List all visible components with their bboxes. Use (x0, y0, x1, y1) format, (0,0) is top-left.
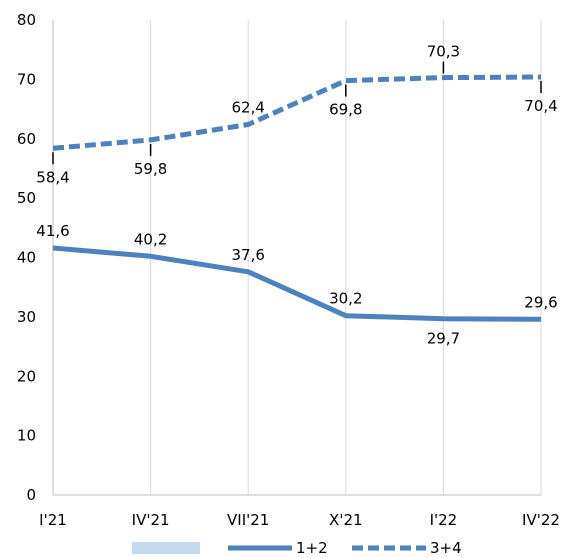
series-lines (52, 74, 542, 322)
data-label: 40,2 (134, 230, 167, 248)
grid-lines (150, 20, 542, 495)
y-tick-label: 0 (26, 486, 36, 504)
y-tick-label: 30 (17, 308, 36, 326)
series-line-1 (52, 245, 542, 322)
x-tick-label: X'21 (329, 511, 363, 529)
legend: 1+2 3+4 (132, 539, 462, 557)
data-label: 59,8 (134, 160, 167, 178)
y-tick-label: 70 (17, 70, 36, 88)
x-tick-label: IV'21 (132, 511, 170, 529)
data-label: 37,6 (231, 246, 264, 264)
legend-label-1: 1+2 (296, 539, 328, 557)
data-label: 29,6 (524, 293, 557, 311)
data-label: 29,7 (427, 330, 460, 348)
data-labels: 41,6 40,2 37,6 30,2 29,7 29,6 58,4 59,8 62,4 69,8… (36, 43, 557, 348)
y-tick-label: 60 (17, 130, 36, 148)
x-tick-label: VII'21 (227, 511, 269, 529)
series-line-2 (52, 74, 542, 151)
data-label: 69,8 (329, 101, 362, 119)
y-tick-label: 80 (17, 11, 36, 29)
data-label: 30,2 (329, 290, 362, 308)
legend-empty-swatch (132, 542, 200, 554)
data-label: 62,4 (231, 99, 264, 117)
axes: 0 10 20 30 40 50 60 70 80 I'21 IV'21 VII'21 X'21 I'22… (17, 11, 560, 529)
x-tick-label: I'21 (39, 511, 67, 529)
data-label: 70,4 (524, 97, 557, 115)
y-tick-label: 20 (17, 367, 36, 385)
y-tick-label: 10 (17, 427, 36, 445)
y-tick-label: 50 (17, 189, 36, 207)
legend-label-2: 3+4 (430, 539, 462, 557)
data-label: 41,6 (36, 222, 69, 240)
x-tick-label: I'22 (430, 511, 458, 529)
x-tick-label: IV'22 (522, 511, 560, 529)
y-tick-label: 40 (17, 249, 36, 267)
data-label: 70,3 (427, 43, 460, 61)
data-label: 58,4 (36, 168, 69, 186)
